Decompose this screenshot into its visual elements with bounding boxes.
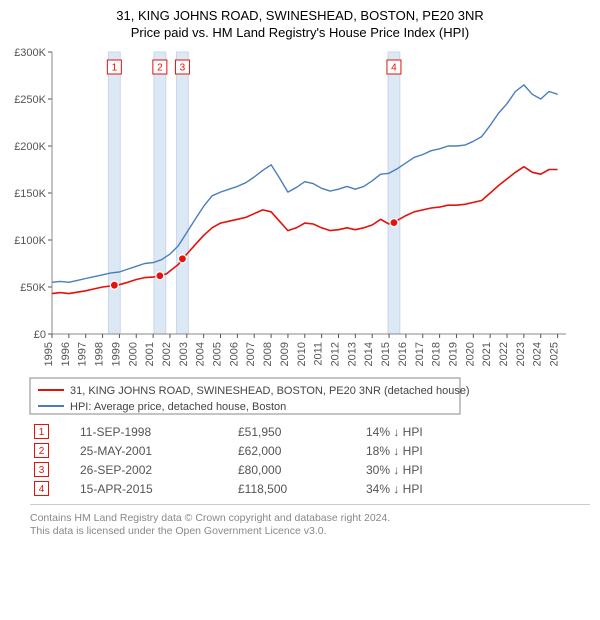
svg-text:2025: 2025: [549, 342, 561, 366]
svg-text:2: 2: [157, 63, 163, 74]
transaction-marker: 2: [34, 443, 49, 458]
svg-text:2022: 2022: [498, 342, 510, 366]
svg-text:£0: £0: [34, 329, 46, 341]
svg-text:2005: 2005: [212, 342, 224, 366]
transaction-pct: 18% ↓ HPI: [362, 441, 590, 460]
transaction-date: 11-SEP-1998: [76, 422, 234, 441]
svg-text:2009: 2009: [279, 342, 291, 366]
svg-text:2010: 2010: [296, 342, 308, 366]
svg-text:£250K: £250K: [14, 94, 46, 106]
svg-text:4: 4: [391, 63, 397, 74]
svg-text:2014: 2014: [363, 342, 375, 366]
svg-text:£100K: £100K: [14, 235, 46, 247]
legend: 31, KING JOHNS ROAD, SWINESHEAD, BOSTON,…: [10, 376, 570, 418]
transaction-pct: 34% ↓ HPI: [362, 479, 590, 498]
svg-text:3: 3: [180, 63, 186, 74]
transaction-price: £51,950: [234, 422, 362, 441]
svg-text:2007: 2007: [245, 342, 257, 366]
transaction-pct: 30% ↓ HPI: [362, 460, 590, 479]
transaction-row: 4 15-APR-2015£118,50034% ↓ HPI: [30, 479, 590, 498]
svg-text:2023: 2023: [515, 342, 527, 366]
svg-text:1998: 1998: [94, 342, 106, 366]
svg-text:2018: 2018: [431, 342, 443, 366]
svg-text:2016: 2016: [397, 342, 409, 366]
svg-text:HPI: Average price, detached h: HPI: Average price, detached house, Bost…: [70, 401, 286, 413]
chart: £0 £50K £100K £150K £200K £250K £300K 1995 1996 1…: [10, 46, 590, 376]
svg-text:2006: 2006: [228, 342, 240, 366]
svg-text:2012: 2012: [329, 342, 341, 366]
svg-text:£50K: £50K: [20, 282, 46, 294]
transaction-date: 26-SEP-2002: [76, 460, 234, 479]
transactions-table: 1 11-SEP-1998£51,95014% ↓ HPI 2 25-MAY-2001…: [30, 422, 590, 498]
svg-text:2002: 2002: [161, 342, 173, 366]
svg-text:2001: 2001: [144, 342, 156, 366]
chart-svg: £0 £50K £100K £150K £200K £250K £300K 1995 1996 1…: [10, 46, 570, 376]
title-subtitle: Price paid vs. HM Land Registry's House …: [10, 25, 590, 40]
footer: Contains HM Land Registry data © Crown c…: [30, 504, 590, 537]
transaction-marker: 4: [34, 481, 49, 496]
transaction-date: 25-MAY-2001: [76, 441, 234, 460]
svg-text:2017: 2017: [414, 342, 426, 366]
svg-text:1996: 1996: [60, 342, 72, 366]
svg-text:1995: 1995: [43, 342, 55, 366]
title-block: 31, KING JOHNS ROAD, SWINESHEAD, BOSTON,…: [10, 8, 590, 40]
transaction-row: 3 26-SEP-2002£80,00030% ↓ HPI: [30, 460, 590, 479]
svg-text:2013: 2013: [346, 342, 358, 366]
title-address: 31, KING JOHNS ROAD, SWINESHEAD, BOSTON,…: [10, 8, 590, 23]
transaction-pct: 14% ↓ HPI: [362, 422, 590, 441]
transaction-price: £80,000: [234, 460, 362, 479]
svg-text:2024: 2024: [532, 342, 544, 366]
transaction-row: 1 11-SEP-1998£51,95014% ↓ HPI: [30, 422, 590, 441]
svg-text:2004: 2004: [195, 342, 207, 366]
svg-text:2003: 2003: [178, 342, 190, 366]
svg-text:2020: 2020: [464, 342, 476, 366]
svg-text:2008: 2008: [262, 342, 274, 366]
svg-text:1: 1: [112, 63, 118, 74]
svg-text:£150K: £150K: [14, 188, 46, 200]
svg-text:2019: 2019: [447, 342, 459, 366]
transaction-marker: 1: [34, 424, 49, 439]
transaction-price: £118,500: [234, 479, 362, 498]
svg-text:2000: 2000: [127, 342, 139, 366]
footer-line-2: This data is licensed under the Open Gov…: [30, 525, 590, 537]
page: 31, KING JOHNS ROAD, SWINESHEAD, BOSTON,…: [0, 0, 600, 546]
transaction-price: £62,000: [234, 441, 362, 460]
svg-text:2021: 2021: [481, 342, 493, 366]
transaction-marker: 3: [34, 462, 49, 477]
svg-text:£200K: £200K: [14, 141, 46, 153]
svg-text:2011: 2011: [313, 342, 325, 366]
svg-text:1999: 1999: [110, 342, 122, 366]
svg-text:1997: 1997: [77, 342, 89, 366]
footer-line-1: Contains HM Land Registry data © Crown c…: [30, 512, 590, 524]
svg-text:31, KING JOHNS ROAD, SWINESHEA: 31, KING JOHNS ROAD, SWINESHEAD, BOSTON,…: [70, 385, 470, 397]
transaction-date: 15-APR-2015: [76, 479, 234, 498]
transaction-row: 2 25-MAY-2001£62,00018% ↓ HPI: [30, 441, 590, 460]
svg-text:£300K: £300K: [14, 47, 46, 59]
svg-text:2015: 2015: [380, 342, 392, 366]
